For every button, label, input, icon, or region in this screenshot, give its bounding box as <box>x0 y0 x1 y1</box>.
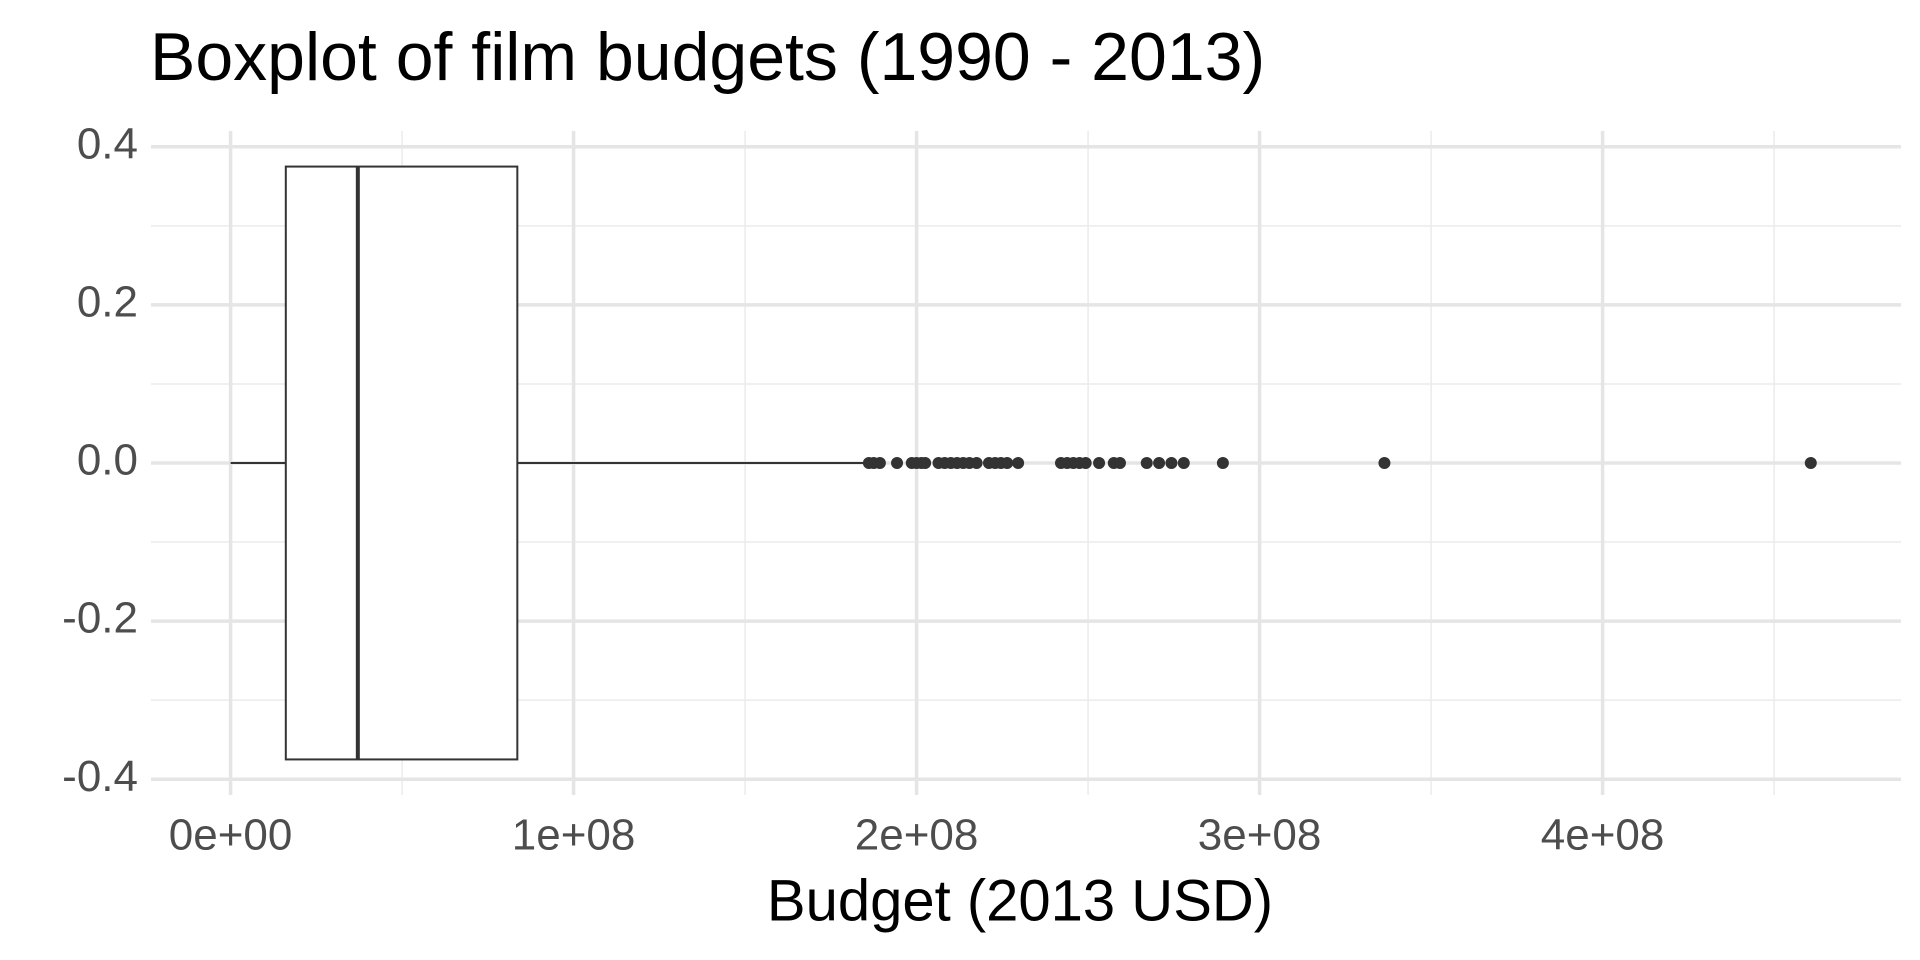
outlier <box>1216 457 1229 469</box>
chart-title: Boxplot of film budgets (1990 - 2013) <box>150 19 1265 95</box>
y-tick-label: -0.4 <box>62 752 138 801</box>
y-tick-label: 0.2 <box>77 278 138 327</box>
x-tick-label: 0e+00 <box>169 811 293 860</box>
x-tick-label: 1e+08 <box>512 811 636 860</box>
y-tick-label: 0.0 <box>77 436 138 485</box>
outlier <box>1140 457 1153 469</box>
x-tick-label: 4e+08 <box>1541 811 1665 860</box>
outlier <box>1093 457 1106 469</box>
box <box>284 165 519 761</box>
outlier <box>1012 457 1025 469</box>
y-tick-label: 0.4 <box>77 119 138 168</box>
outlier <box>1378 457 1391 469</box>
x-tick-label: 3e+08 <box>1198 811 1322 860</box>
outlier <box>891 457 904 469</box>
outlier <box>873 457 886 469</box>
outlier <box>1165 457 1178 469</box>
outlier <box>970 457 983 469</box>
y-tick-label: -0.2 <box>62 594 138 643</box>
outlier <box>1001 457 1014 469</box>
outlier <box>1804 457 1817 469</box>
x-axis-title: Budget (2013 USD) <box>767 868 1273 933</box>
outlier <box>1153 457 1166 469</box>
outlier <box>1113 457 1126 469</box>
outlier <box>1177 457 1190 469</box>
x-tick-label: 2e+08 <box>855 811 979 860</box>
outlier <box>919 457 932 469</box>
outlier <box>1079 457 1092 469</box>
